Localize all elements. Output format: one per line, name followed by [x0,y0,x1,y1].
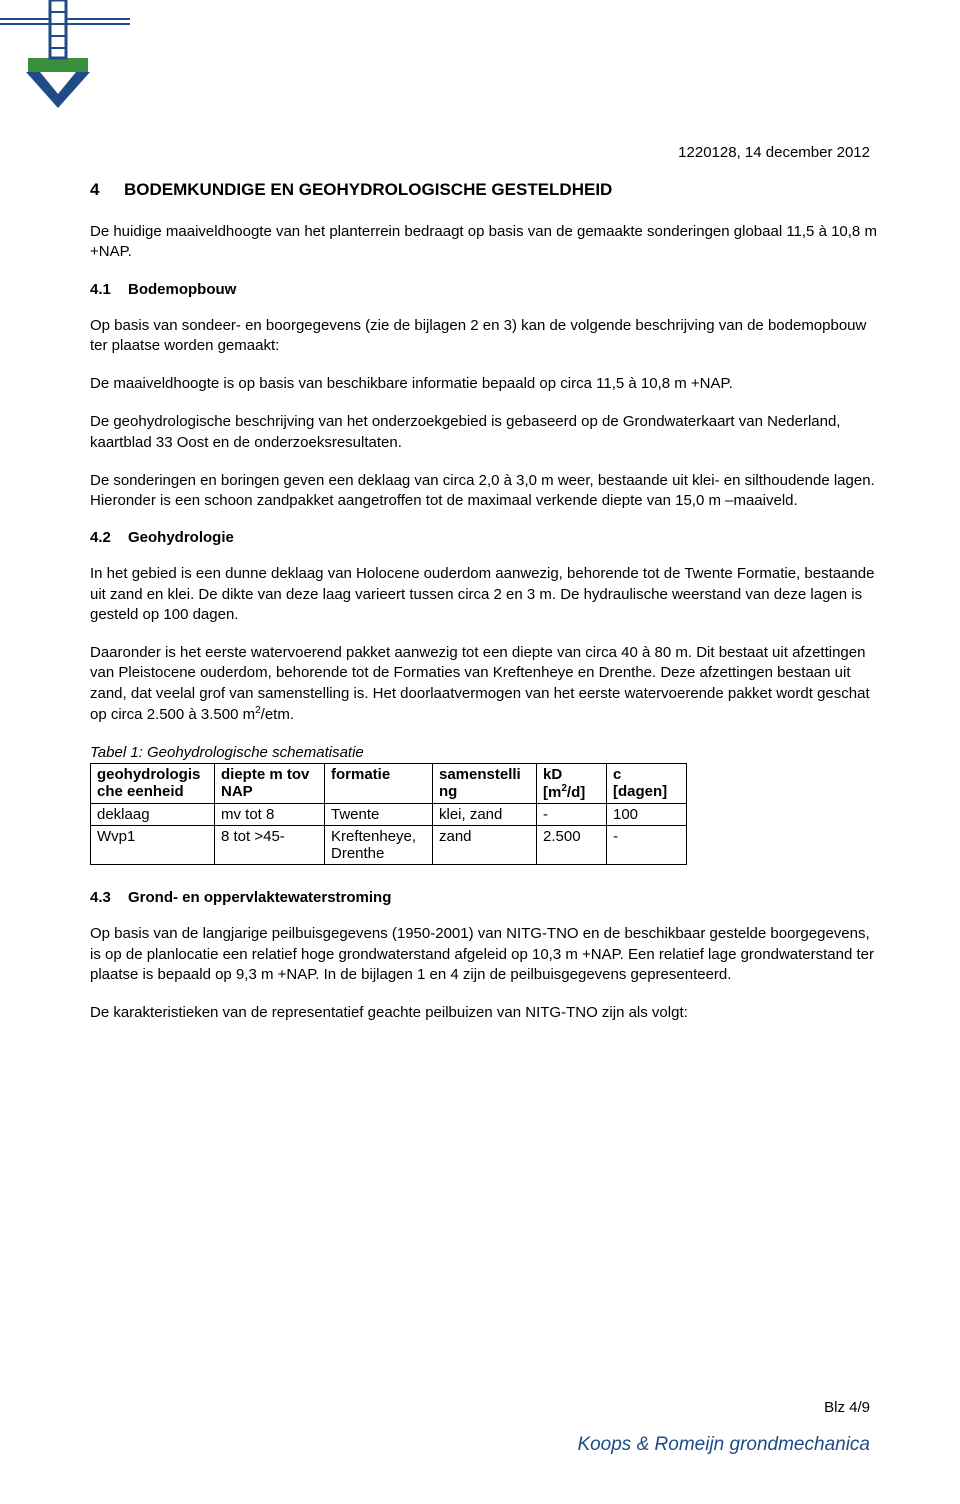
section-43-para1: Op basis van de langjarige peilbuisgegev… [90,924,880,985]
section-4-title: BODEMKUNDIGE EN GEOHYDROLOGISCHE GESTELD… [124,180,612,199]
section-41-heading: 4.1Bodemopbouw [90,281,880,298]
cell: deklaag [91,804,215,826]
table-row: Wvp1 8 tot >45- Kreftenheye, Drenthe zan… [91,826,687,865]
section-41-para2: De maaiveldhoogte is op basis van beschi… [90,374,880,394]
cell: 100 [607,804,687,826]
cell: Kreftenheye, Drenthe [325,826,433,865]
section-42-title: Geohydrologie [128,529,234,546]
footer-brand: Koops & Romeijn grondmechanica [577,1434,870,1456]
company-logo-icon [0,0,130,110]
section-41-para4: De sonderingen en boringen geven een dek… [90,471,880,512]
cell: zand [433,826,537,865]
section-43-para2: De karakteristieken van de representatie… [90,1003,880,1023]
table-geohydrologische-schematisatie: geohydrologische eenheid diepte m tovNAP… [90,763,687,865]
col-geohydrologische-eenheid: geohydrologische eenheid [91,764,215,804]
col-diepte: diepte m tovNAP [215,764,325,804]
section-4-heading: 4BODEMKUNDIGE EN GEOHYDROLOGISCHE GESTEL… [90,180,880,200]
section-43-number: 4.3 [90,889,128,906]
cell: klei, zand [433,804,537,826]
cell: - [537,804,607,826]
col-formatie: formatie [325,764,433,804]
cell: Twente [325,804,433,826]
section-41-number: 4.1 [90,281,128,298]
section-41-para3: De geohydrologische beschrijving van het… [90,412,880,453]
cell: mv tot 8 [215,804,325,826]
col-kd: kD[m2/d] [537,764,607,804]
cell: Wvp1 [91,826,215,865]
section-4-intro: De huidige maaiveldhoogte van het plante… [90,222,880,263]
page-number: Blz 4/9 [824,1399,870,1416]
section-43-heading: 4.3Grond- en oppervlaktewaterstroming [90,889,880,906]
table-1-caption: Tabel 1: Geohydrologische schematisatie [90,743,880,763]
section-42-heading: 4.2Geohydrologie [90,529,880,546]
table-row: deklaag mv tot 8 Twente klei, zand - 100 [91,804,687,826]
section-42-para2: Daaronder is het eerste watervoerend pak… [90,643,880,725]
cell: 8 tot >45- [215,826,325,865]
section-42-para1: In het gebied is een dunne deklaag van H… [90,564,880,625]
cell: - [607,826,687,865]
section-41-para1: Op basis van sondeer- en boorgegevens (z… [90,316,880,357]
cell: 2.500 [537,826,607,865]
section-43-title: Grond- en oppervlaktewaterstroming [128,889,391,906]
col-samenstelling: samenstelling [433,764,537,804]
col-c: c[dagen] [607,764,687,804]
section-41-title: Bodemopbouw [128,281,236,298]
section-42-number: 4.2 [90,529,128,546]
section-4-number: 4 [90,180,124,200]
document-date: 1220128, 14 december 2012 [678,144,870,161]
table-header-row: geohydrologische eenheid diepte m tovNAP… [91,764,687,804]
